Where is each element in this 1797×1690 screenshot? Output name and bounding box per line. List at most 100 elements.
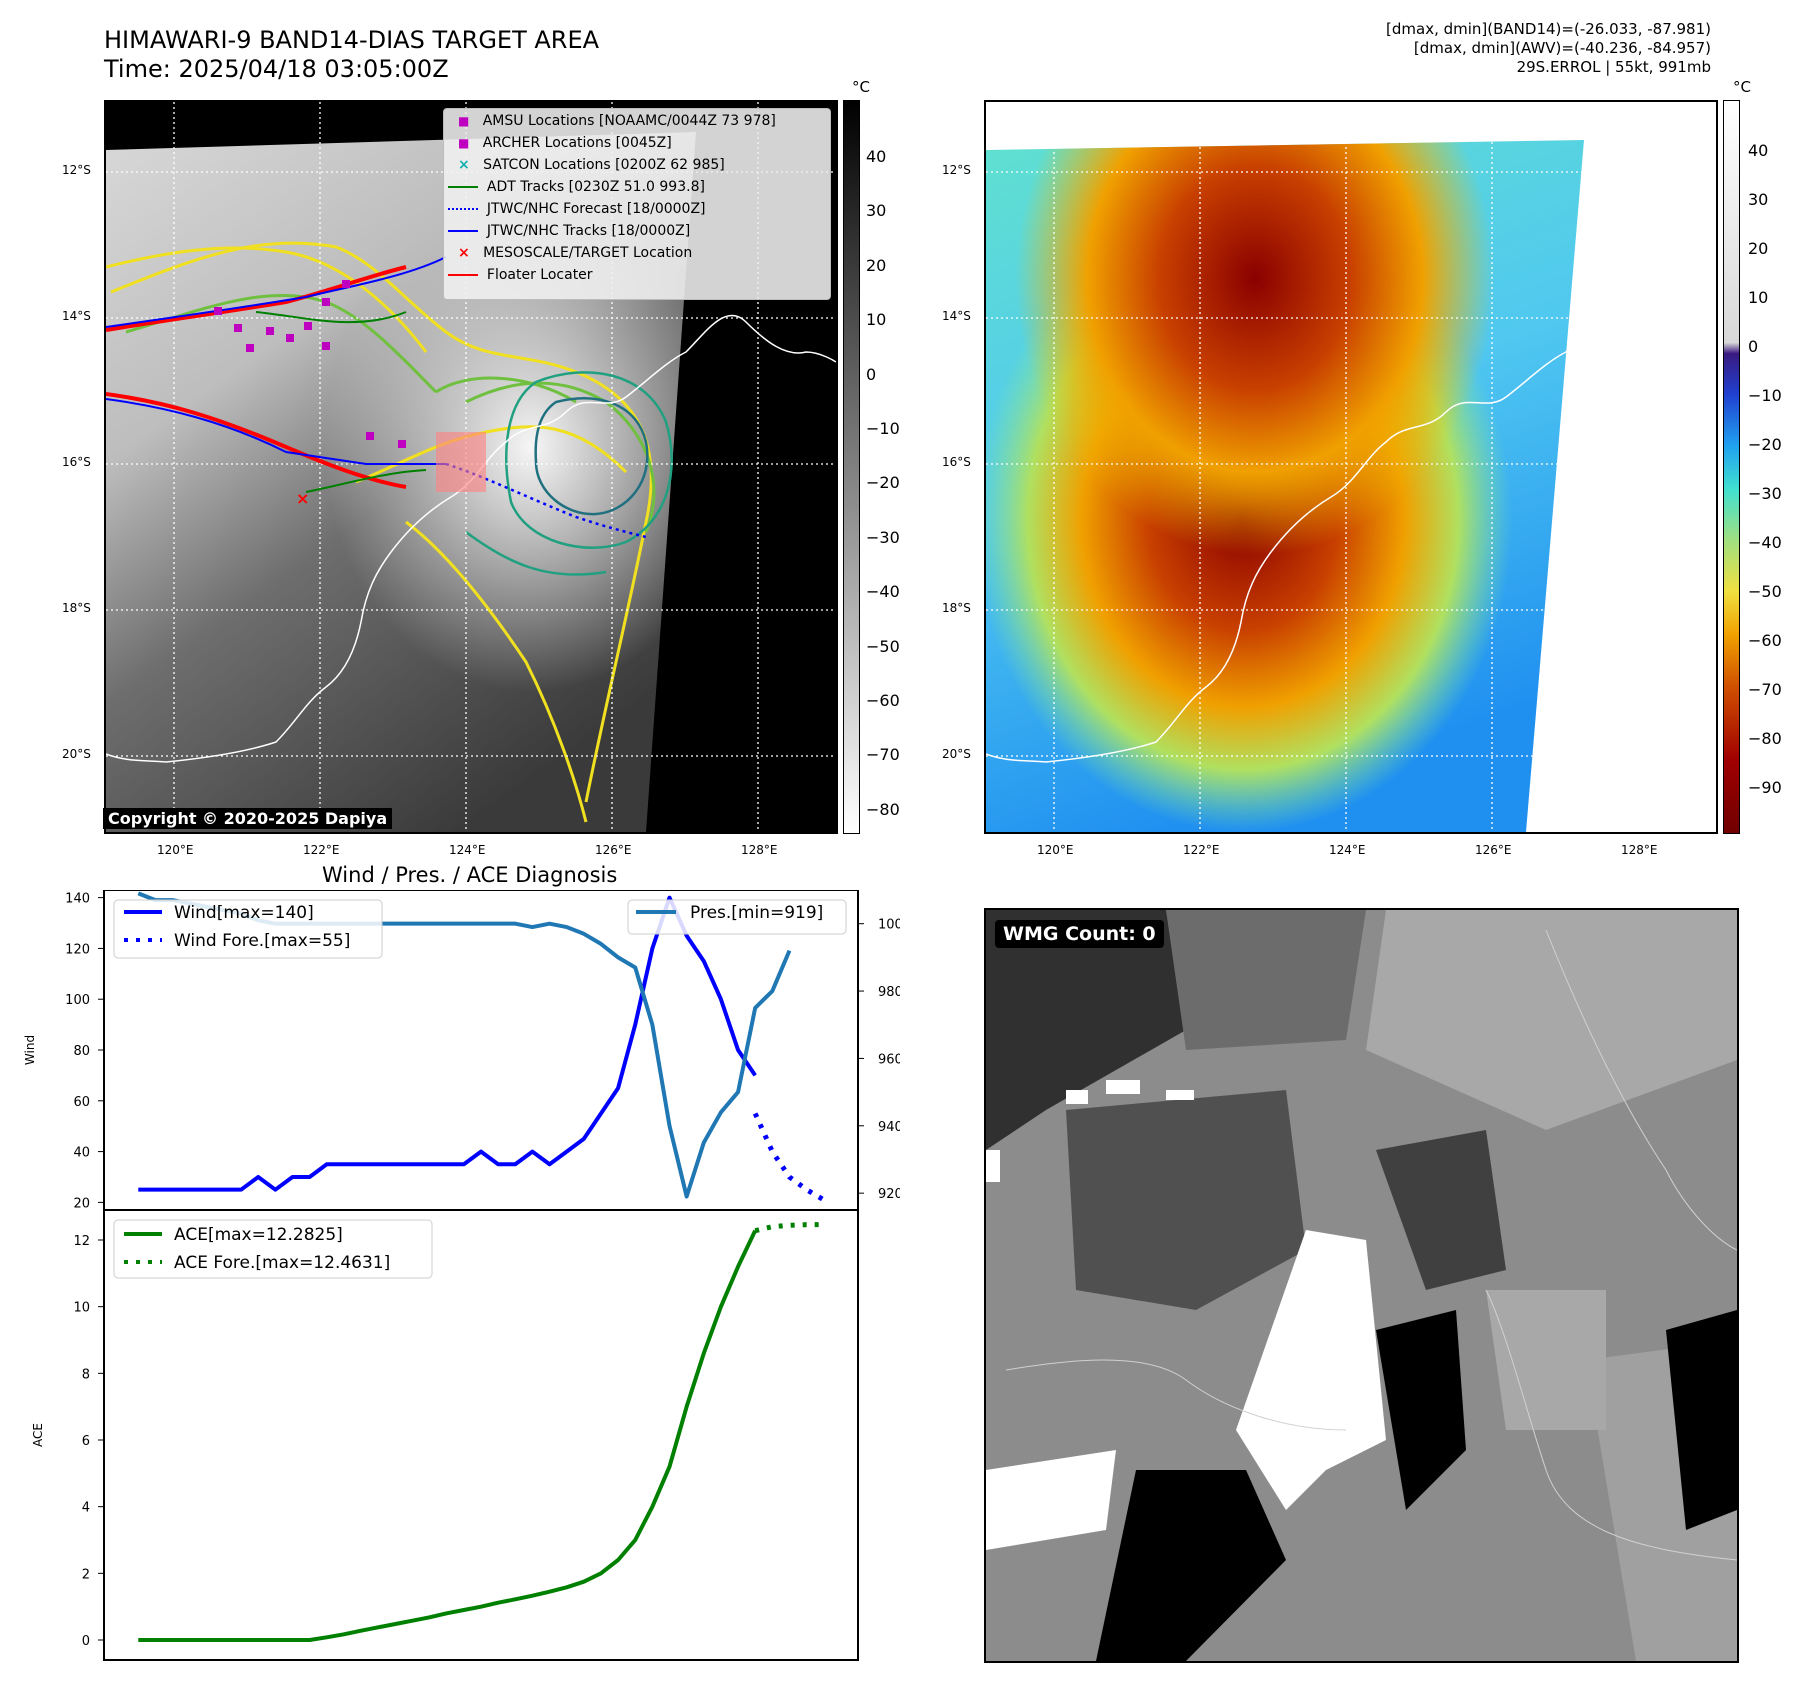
pressure-legend (627, 899, 847, 935)
pressure-ytick-label: 940 (878, 1120, 900, 1135)
legend-satcon: × SATCON Locations [0200Z 62 985] (458, 157, 725, 173)
lon-label: 120°E (1037, 843, 1074, 857)
colorbar-tick-label: 30 (1748, 190, 1769, 209)
legend-jtwc-forecast: JTWC/NHC Forecast [18/0000Z] (448, 201, 706, 217)
ir-map-svg: × (106, 102, 836, 832)
ace-axis-label: ACE (31, 1423, 45, 1447)
coastline (986, 314, 1627, 763)
lon-label: 126°E (595, 843, 632, 857)
lon-label: 126°E (1475, 843, 1512, 857)
series-line-0 (138, 895, 757, 1192)
map-legend: ■ AMSU Locations [NOAAMC/0044Z 73 978] ■… (443, 108, 831, 300)
diagnosis-title: Wind / Pres. / ACE Diagnosis (322, 863, 618, 887)
colorbar-tick-label: 40 (866, 147, 887, 166)
lat-label: 12°S (942, 163, 971, 177)
colorbar-tick-label: −50 (866, 636, 900, 656)
ace-ytick-label: 6 (82, 1434, 90, 1449)
pressure-ytick-label: 980 (878, 985, 900, 1000)
lon-label: 128°E (741, 843, 778, 857)
legend-label: Wind Fore.[max=55] (174, 931, 350, 951)
wind-axis-label: Wind (23, 1035, 37, 1065)
pressure-ytick-label: 1000 (878, 918, 900, 933)
lon-label: 120°E (157, 843, 194, 857)
pressure-ytick-label: 960 (878, 1052, 900, 1067)
ace-series-line-0 (138, 1229, 757, 1642)
lon-label: 122°E (303, 843, 340, 857)
colorbar-tick-label: −40 (866, 582, 900, 602)
wind-ytick-label: 120 (65, 942, 90, 957)
lat-label: 18°S (942, 601, 971, 615)
stats-line2: [dmax, dmin](AWV)=(-40.236, -84.957) (1413, 39, 1711, 57)
colorbar-tick-label: −30 (1748, 484, 1782, 503)
diagnosis-chart: 204060801001201409209409609801000WindPre… (23, 890, 900, 1661)
ace-ytick-label: 2 (82, 1567, 90, 1582)
ace-ytick-label: 12 (73, 1234, 90, 1249)
legend-floater: Floater Locater (448, 267, 593, 283)
lat-label: 12°S (62, 163, 91, 177)
wind-ytick-label: 140 (65, 892, 90, 907)
ace-ytick-label: 8 (82, 1367, 90, 1382)
colorbar-tick-label: 40 (1748, 141, 1769, 160)
colorbar-tick-label: 20 (1748, 239, 1769, 258)
colorbar-tick-label: −60 (866, 691, 900, 710)
lat-label: 20°S (62, 747, 91, 761)
cold-contours (465, 371, 673, 576)
legend-adt: ADT Tracks [0230Z 51.0 993.8] (448, 179, 705, 195)
colorbar-tick-label: −80 (866, 799, 900, 819)
legend-label: Pres.[min=919] (690, 903, 823, 923)
stats-line3: 29S.ERROL | 55kt, 991mb (1516, 58, 1711, 76)
wmg-panel (984, 908, 1739, 1663)
colorbar-tick-label: −50 (1748, 582, 1782, 601)
colorbar-tick-label: 20 (866, 255, 887, 275)
colorbar-tick-label: −70 (866, 745, 900, 765)
lat-label: 14°S (942, 309, 971, 323)
wmg-count-badge: WMG Count: 0 (995, 920, 1164, 948)
colorbar-tick-label: −60 (1748, 631, 1782, 650)
colorbar-tick-label: 10 (1748, 288, 1769, 307)
lat-label: 14°S (62, 309, 91, 323)
colorbar-unit-left: °C (852, 78, 870, 96)
colorbar-tick-label: 10 (866, 310, 887, 330)
series-line-1 (752, 1112, 826, 1202)
wind-ytick-label: 60 (73, 1095, 90, 1110)
colorbar-tick-label: −80 (1748, 729, 1782, 748)
colorbar-tick-label: −10 (866, 419, 900, 438)
wind-legend (113, 899, 383, 959)
colorbar-tick-label: −90 (1748, 778, 1782, 797)
legend-jtwc-tracks: JTWC/NHC Tracks [18/0000Z] (448, 223, 690, 239)
colorbar-tick-label: 0 (866, 364, 877, 384)
colorbar-tick-label: −70 (1748, 680, 1782, 699)
legend-mesoscale: × MESOSCALE/TARGET Location (458, 245, 693, 261)
lon-label: 122°E (1183, 843, 1220, 857)
figure-title: HIMAWARI-9 BAND14-DIAS TARGET AREA Time:… (104, 26, 599, 84)
wind-ytick-label: 40 (73, 1146, 90, 1161)
pressure-ytick-label: 920 (878, 1187, 900, 1202)
lat-label: 16°S (942, 455, 971, 469)
wind-ytick-label: 80 (73, 1044, 90, 1059)
legend-label: ACE Fore.[max=12.4631] (174, 1253, 390, 1273)
legend-amsu: ■ AMSU Locations [NOAAMC/0044Z 73 978] (458, 113, 776, 129)
storm-tracks: × (106, 256, 647, 539)
ace-ytick-label: 0 (82, 1634, 90, 1649)
lon-label: 124°E (1329, 843, 1366, 857)
svg-text:×: × (296, 489, 309, 508)
lat-label: 18°S (62, 601, 91, 615)
legend-archer: ■ ARCHER Locations [0045Z] (458, 135, 672, 151)
colorbar-tick-label: −20 (866, 473, 900, 493)
title-line2: Time: 2025/04/18 03:05:00Z (104, 55, 449, 83)
legend-label: ACE[max=12.2825] (174, 1225, 343, 1245)
wmg-image (986, 910, 1737, 1661)
colorbar-tick-label: −30 (866, 527, 900, 547)
map-gridlines (986, 102, 1716, 832)
lon-label: 124°E (449, 843, 486, 857)
colorbar-left (843, 100, 860, 834)
colorbar-unit-right: °C (1733, 78, 1751, 96)
wind-ytick-label: 20 (73, 1196, 90, 1211)
ace-ytick-label: 4 (82, 1501, 90, 1516)
copyright-badge: Copyright © 2020-2025 Dapiya (103, 808, 393, 829)
lat-label: 16°S (62, 455, 91, 469)
colorbar-tick-label: 0 (1748, 337, 1759, 356)
enhanced-ir-svg (986, 102, 1716, 832)
ace-legend (113, 1219, 433, 1279)
colorbar-tick-label: −40 (1748, 533, 1782, 552)
